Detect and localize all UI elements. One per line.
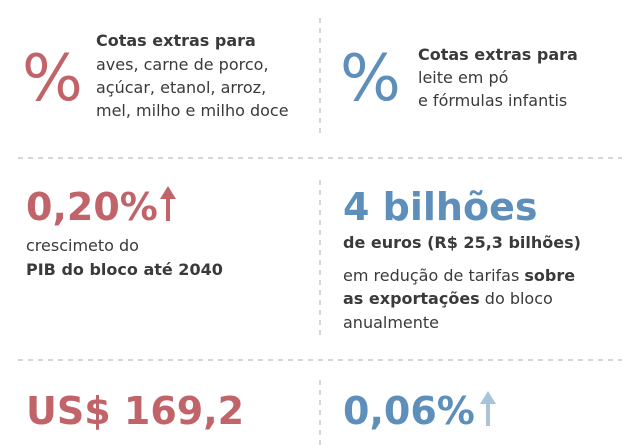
text-line: crescimeto do	[26, 236, 139, 255]
figure: 0,20%	[26, 185, 158, 229]
arrow-up	[480, 391, 496, 426]
text-line: anualmente	[343, 313, 439, 332]
text-line: açúcar, etanol, arroz,	[96, 78, 266, 97]
figure: 0,06%	[343, 389, 475, 433]
text-line: mel, milho e milho doce	[96, 101, 289, 120]
figure: 4 bilhões	[343, 185, 537, 229]
heading: Cotas extras para	[96, 31, 256, 50]
figure: US$ 169,2	[26, 389, 244, 433]
text-line: em redução de tarifas sobre	[343, 266, 575, 285]
text-line: as exportações do bloco	[343, 289, 553, 308]
text-span: as exportações	[343, 289, 480, 308]
text-line: aves, carne de porco,	[96, 55, 269, 74]
percent-icon: %	[340, 42, 401, 116]
text-line: PIB do bloco até 2040	[26, 260, 223, 279]
subtitle: de euros (R$ 25,3 bilhões)	[343, 233, 581, 252]
heading: Cotas extras para	[418, 45, 578, 64]
percent-icon: %	[22, 42, 83, 116]
text-span: em redução de tarifas	[343, 266, 524, 285]
text-span: sobre	[524, 266, 575, 285]
text-span: do bloco	[480, 289, 553, 308]
text-line: e fórmulas infantis	[418, 91, 567, 110]
arrow-up	[160, 186, 176, 221]
text-line: leite em pó	[418, 68, 508, 87]
